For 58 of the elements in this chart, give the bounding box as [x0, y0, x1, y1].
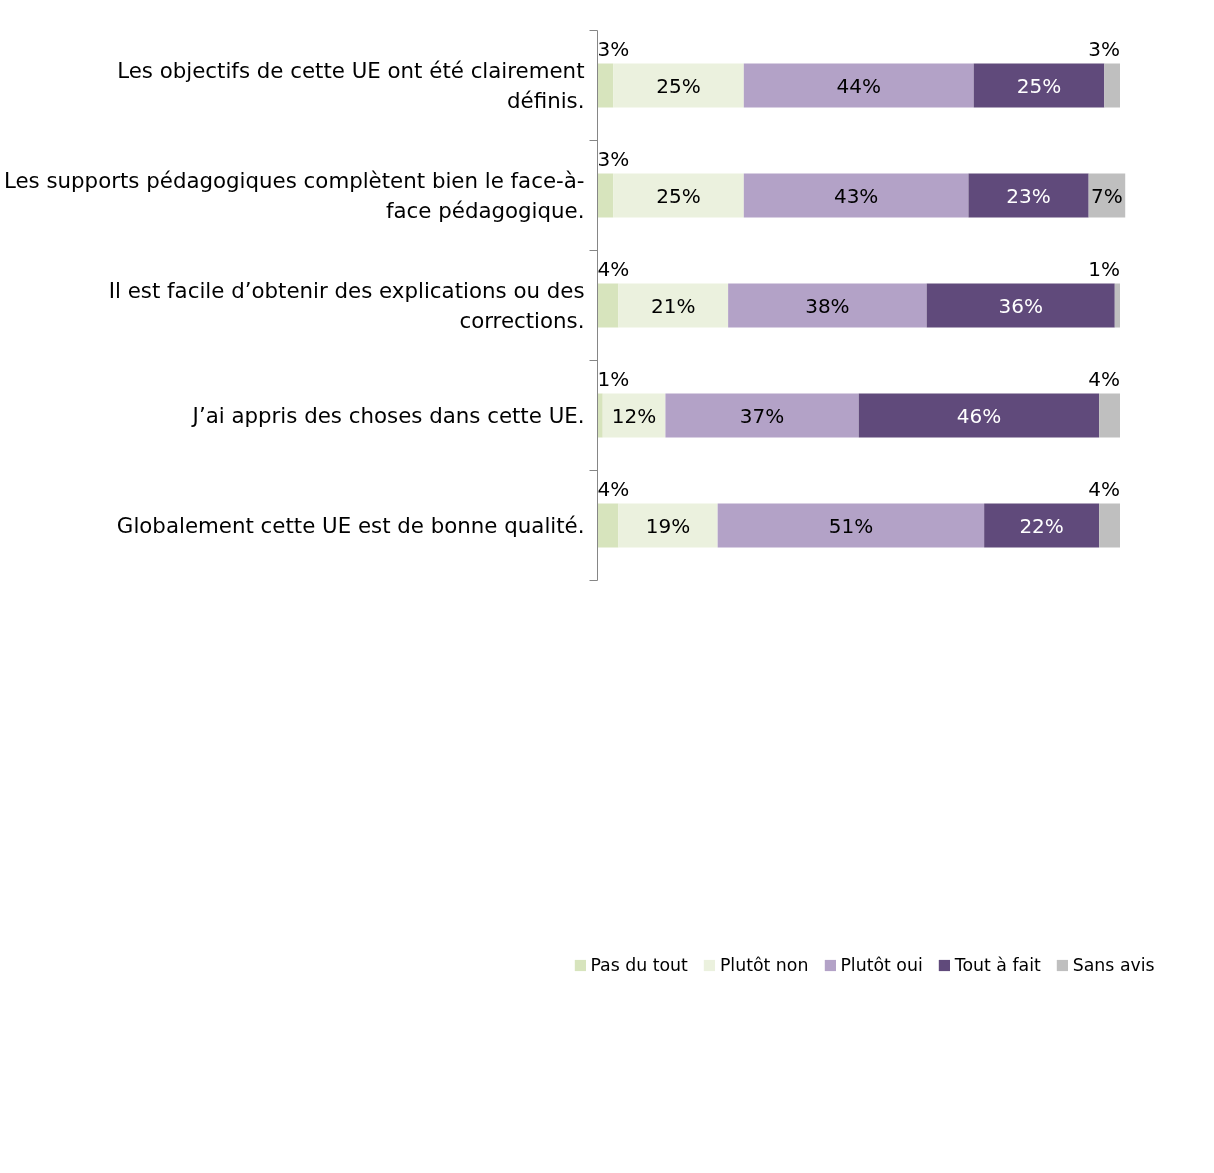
data-label: 22% — [1019, 513, 1064, 538]
bar — [1114, 283, 1120, 328]
legend-label: Sans avis — [1072, 955, 1155, 975]
bar — [743, 63, 974, 108]
data-label: 19% — [645, 513, 691, 538]
bar — [618, 503, 718, 548]
data-label: 36% — [998, 293, 1043, 318]
data-label: 25% — [656, 183, 701, 208]
bar — [973, 63, 1105, 108]
bar — [613, 173, 744, 218]
bar — [858, 393, 1100, 438]
bar — [597, 503, 619, 548]
legend-label: Tout à fait — [954, 955, 1041, 975]
y-tick-label: Les objectifs de cette UE ont été clairement définis. — [117, 58, 585, 113]
data-label: 7% — [1091, 183, 1123, 208]
data-label: 1% — [1088, 257, 1120, 282]
legend-label: Plutôt non — [719, 955, 809, 975]
legend-label: Plutôt oui — [840, 955, 923, 975]
data-label: 25% — [1016, 73, 1062, 98]
data-label: 43% — [833, 183, 879, 208]
bar — [665, 393, 859, 438]
data-label: 46% — [956, 403, 1002, 428]
data-label: 4% — [1088, 477, 1120, 502]
data-label: 3% — [597, 37, 630, 62]
bar — [613, 63, 744, 108]
bar — [597, 283, 619, 328]
bar — [717, 503, 985, 548]
bar — [597, 393, 603, 438]
data-label: 12% — [611, 403, 657, 428]
data-label: 25% — [656, 73, 701, 98]
legend-label: Pas du tout — [590, 955, 688, 975]
data-label: 51% — [828, 513, 874, 538]
bar — [1104, 63, 1120, 108]
bar — [597, 63, 614, 108]
bar — [968, 173, 1089, 218]
data-label: 38% — [805, 293, 850, 318]
bar — [1099, 503, 1120, 548]
y-tick-label: J’ai appris des choses dans cette UE. — [190, 403, 585, 428]
bar — [926, 283, 1115, 328]
bar — [597, 173, 614, 218]
bar — [1099, 393, 1120, 438]
y-tick-label: Les supports pédagogiques complètent bien le face-à-face pédagogique. — [3, 168, 585, 223]
data-label: 4% — [597, 257, 630, 282]
data-label: 4% — [597, 477, 630, 502]
data-label: 21% — [651, 293, 696, 318]
bar — [728, 283, 927, 328]
bar — [743, 173, 969, 218]
data-label: 37% — [739, 403, 785, 428]
y-tick-label: Globalement cette UE est de bonne qualité. — [116, 513, 585, 538]
data-label: 4% — [1088, 367, 1120, 392]
data-label: 23% — [1006, 183, 1051, 208]
data-label: 3% — [597, 147, 630, 172]
data-label: 1% — [597, 367, 630, 392]
bar — [984, 503, 1100, 548]
data-label: 44% — [836, 73, 881, 98]
y-tick-label: Il est facile d’obtenir des explications ou des corrections. — [108, 278, 585, 333]
bar — [618, 283, 729, 328]
data-label: 3% — [1088, 37, 1120, 62]
